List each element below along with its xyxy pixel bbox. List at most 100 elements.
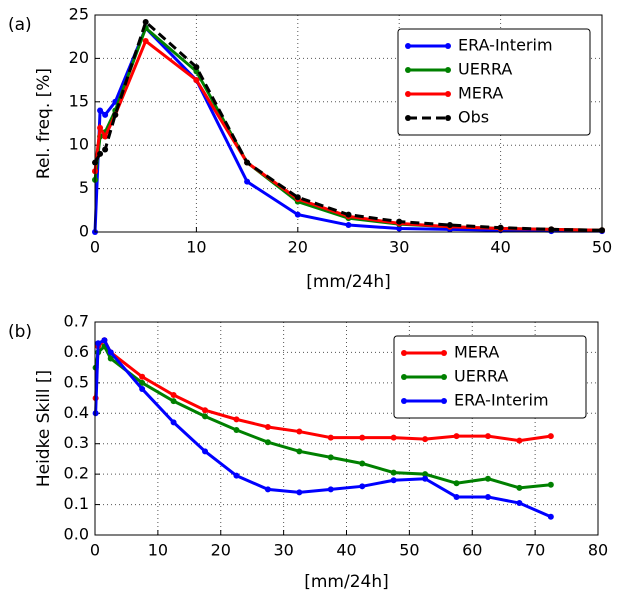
series-line (93, 19, 603, 232)
point (193, 64, 200, 71)
point (453, 480, 460, 487)
legend-marker (441, 350, 447, 356)
point (484, 475, 491, 482)
point (516, 437, 523, 444)
point (139, 373, 146, 380)
point (516, 500, 523, 507)
y-tick-label: 25 (69, 5, 89, 24)
point (139, 379, 146, 386)
panel-label: (a) (8, 15, 32, 35)
y-tick-label: 10 (69, 135, 89, 154)
point (202, 448, 209, 455)
plot-frame (94, 321, 599, 536)
y-tick-label: 0.0 (64, 525, 89, 544)
point (264, 423, 271, 430)
legend-marker (445, 67, 451, 73)
legend-marker (405, 115, 411, 121)
point (233, 416, 240, 423)
point (170, 419, 177, 426)
legend-marker (441, 374, 447, 380)
point (170, 392, 177, 399)
point (95, 340, 102, 347)
x-tick-label: 40 (490, 238, 510, 257)
legend-marker (441, 398, 447, 404)
y-tick-label: 0.1 (64, 494, 89, 513)
point (497, 224, 504, 231)
x-tick-label: 80 (588, 541, 608, 560)
point (547, 513, 554, 520)
point (112, 111, 119, 118)
x-tick-label: 0 (90, 238, 100, 257)
point (547, 433, 554, 440)
x-tick-label: 10 (148, 541, 168, 560)
point (296, 448, 303, 455)
point (142, 18, 149, 25)
y-tick-label: 0.5 (64, 372, 89, 391)
plot-frame (94, 14, 603, 233)
y-axis-label: Rel. freq. [%] (34, 68, 54, 179)
point (453, 433, 460, 440)
point (453, 493, 460, 500)
legend-marker (445, 43, 451, 49)
point (202, 413, 209, 420)
y-tick-label: 0.7 (64, 312, 89, 331)
y-tick-label: 0.4 (64, 403, 89, 422)
point (107, 349, 114, 356)
point (97, 150, 104, 157)
point (296, 428, 303, 435)
point (547, 481, 554, 488)
panel-label: (b) (8, 322, 32, 342)
point (396, 225, 403, 232)
x-tick-label: 70 (525, 541, 545, 560)
point (327, 454, 334, 461)
x-axis-label: [mm/24h] (304, 572, 389, 592)
point (102, 146, 109, 153)
point (101, 337, 108, 344)
point (193, 77, 200, 84)
x-tick-label: 60 (462, 541, 482, 560)
point (294, 211, 301, 218)
point (422, 471, 429, 478)
point (345, 211, 352, 218)
x-tick-label: 50 (399, 541, 419, 560)
legend-label: MERA (454, 343, 499, 362)
point (390, 477, 397, 484)
legend-label: ERA-Interim (454, 391, 549, 410)
x-tick-label: 50 (592, 238, 612, 257)
legend-marker (401, 350, 407, 356)
point (139, 385, 146, 392)
point (516, 484, 523, 491)
x-tick-label: 30 (389, 238, 409, 257)
point (446, 222, 453, 229)
point (359, 483, 366, 490)
point (422, 436, 429, 443)
point (92, 410, 99, 417)
point (294, 194, 301, 201)
point (233, 427, 240, 434)
legend-marker (405, 91, 411, 97)
y-tick-label: 20 (69, 48, 89, 67)
legend-marker (401, 374, 407, 380)
point (484, 493, 491, 500)
point (484, 433, 491, 440)
x-tick-label: 0 (90, 541, 100, 560)
point (327, 434, 334, 441)
x-tick-label: 30 (273, 541, 293, 560)
legend-marker (445, 91, 451, 97)
point (396, 218, 403, 225)
point (327, 486, 334, 493)
point (264, 439, 271, 446)
point (102, 111, 109, 118)
point (359, 434, 366, 441)
legend-marker (401, 398, 407, 404)
y-tick-label: 0.6 (64, 342, 89, 361)
point (244, 178, 251, 185)
point (422, 475, 429, 482)
point (390, 469, 397, 476)
legend-box (393, 335, 587, 419)
y-axis-label: Heidke Skill [] (34, 370, 54, 487)
x-tick-label: 40 (336, 541, 356, 560)
legend-marker (405, 43, 411, 49)
point (244, 159, 251, 166)
legend-label: ERA-Interim (458, 36, 553, 55)
